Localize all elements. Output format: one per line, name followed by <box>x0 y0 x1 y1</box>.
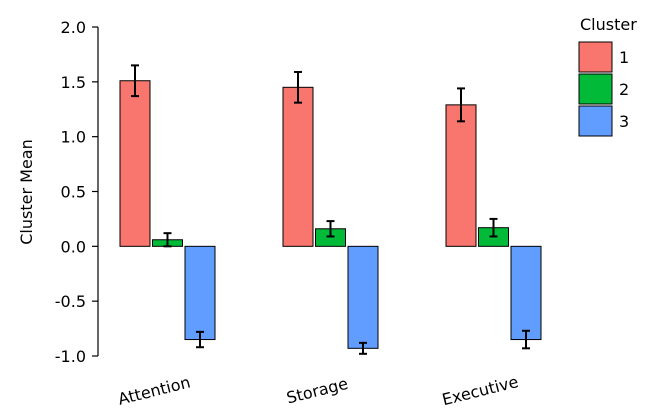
y-tick-label: 1.0 <box>61 128 86 147</box>
legend-swatch-2 <box>578 73 613 105</box>
y-axis: 2.0 1.5 1.0 0.5 0.0 -0.5 -1.0 <box>55 18 99 366</box>
y-tick-label: 2.0 <box>61 18 86 37</box>
bar-executive-cluster-3 <box>510 245 542 341</box>
y-tick-label: 0.0 <box>61 237 86 256</box>
y-tick-label: -0.5 <box>55 292 86 311</box>
category-labels: Attention Storage Executive <box>116 372 520 409</box>
x-tick-label-storage: Storage <box>284 374 349 408</box>
bars <box>119 64 542 355</box>
x-tick-label-attention: Attention <box>116 373 192 409</box>
bar-storage-cluster-1 <box>282 86 314 247</box>
y-tick-label: 0.5 <box>61 183 86 202</box>
legend-title: Cluster <box>580 15 637 34</box>
bar-storage-cluster-3 <box>347 245 379 349</box>
bar-attention-cluster-1 <box>119 80 151 247</box>
legend: Cluster 1 2 3 <box>578 15 637 137</box>
bar-executive-cluster-1 <box>445 104 477 247</box>
legend-label-2: 2 <box>619 80 629 99</box>
bar-attention-cluster-3 <box>184 245 216 341</box>
legend-label-1: 1 <box>619 48 629 67</box>
legend-swatch-1 <box>578 41 613 73</box>
legend-label-3: 3 <box>619 112 629 131</box>
legend-swatch-3 <box>578 105 613 137</box>
y-tick-label: -1.0 <box>55 347 86 366</box>
y-tick-label: 1.5 <box>61 73 86 92</box>
y-axis-title: Cluster Mean <box>17 139 36 244</box>
x-tick-label-executive: Executive <box>440 372 520 409</box>
